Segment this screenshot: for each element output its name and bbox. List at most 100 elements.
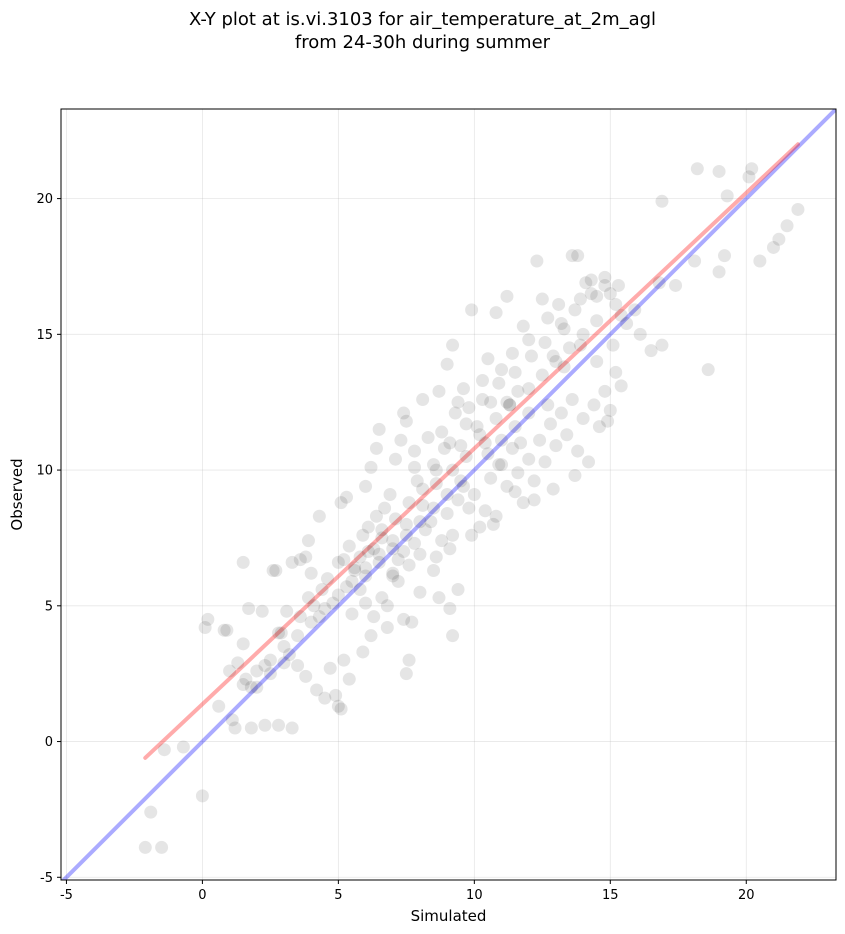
data-point [429, 477, 443, 491]
data-point [576, 327, 590, 341]
data-point [342, 539, 356, 553]
data-point [652, 276, 666, 290]
data-point [244, 680, 258, 694]
data-point [484, 471, 498, 485]
data-point [293, 610, 307, 624]
data-point [388, 452, 402, 466]
data-point [258, 659, 272, 673]
data-point [331, 555, 345, 569]
data-point [345, 574, 359, 588]
data-point [742, 170, 756, 184]
data-point [584, 273, 598, 287]
data-point [340, 490, 354, 504]
data-point [345, 607, 359, 621]
data-point [432, 591, 446, 605]
fit-line [143, 142, 800, 760]
data-point [489, 306, 503, 320]
data-point [427, 501, 441, 515]
data-point [443, 436, 457, 450]
data-point [573, 292, 587, 306]
data-point [753, 254, 767, 268]
data-point [399, 414, 413, 428]
data-point [720, 189, 734, 203]
data-point [416, 392, 430, 406]
data-point [402, 653, 416, 667]
data-point [380, 599, 394, 613]
data-point [598, 270, 612, 284]
data-point [655, 338, 669, 352]
data-point [329, 688, 343, 702]
data-point [318, 602, 332, 616]
data-point [481, 352, 495, 366]
data-point [277, 640, 291, 654]
data-point [620, 316, 634, 330]
data-point [361, 545, 375, 559]
data-point [372, 547, 386, 561]
data-point [231, 656, 245, 670]
data-point [435, 425, 449, 439]
data-point [429, 550, 443, 564]
data-point [475, 373, 489, 387]
data-point [239, 672, 253, 686]
data-point [443, 542, 457, 556]
data-point [690, 162, 704, 176]
data-point [454, 474, 468, 488]
scatter-points [138, 162, 805, 854]
data-point [459, 449, 473, 463]
data-point [508, 485, 522, 499]
data-point [470, 420, 484, 434]
chart-title-line1: X-Y plot at is.vi.3103 for air_temperatu… [188, 9, 657, 30]
data-point [495, 433, 509, 447]
data-point [582, 455, 596, 469]
data-point [503, 398, 517, 412]
data-point [484, 395, 498, 409]
data-point [402, 558, 416, 572]
data-point [397, 545, 411, 559]
data-point [250, 664, 264, 678]
data-point [304, 615, 318, 629]
data-point [571, 444, 585, 458]
y-tick-label: 0 [45, 735, 53, 750]
data-point [157, 743, 171, 757]
data-point [416, 482, 430, 496]
data-point [272, 718, 286, 732]
data-point [323, 661, 337, 675]
data-point [285, 555, 299, 569]
data-point [427, 458, 441, 472]
data-point [356, 645, 370, 659]
data-point [500, 395, 514, 409]
data-point [538, 335, 552, 349]
data-point [541, 398, 555, 412]
data-point [408, 536, 422, 550]
data-point [405, 615, 419, 629]
data-point [446, 629, 460, 643]
data-point [391, 574, 405, 588]
data-point [372, 422, 386, 436]
data-point [272, 626, 286, 640]
chart-title: X-Y plot at is.vi.3103 for air_temperatu… [0, 8, 845, 54]
data-point [353, 550, 367, 564]
data-point [269, 564, 283, 578]
data-point [274, 626, 288, 640]
data-point [282, 648, 296, 662]
data-point [579, 276, 593, 290]
data-point [456, 479, 470, 493]
data-point [614, 379, 628, 393]
data-point [372, 555, 386, 569]
data-point [380, 621, 394, 635]
data-point [669, 278, 683, 292]
x-axis-label: Simulated [411, 907, 487, 925]
data-point [244, 721, 258, 735]
data-point [397, 612, 411, 626]
data-point [388, 512, 402, 526]
data-point [590, 289, 604, 303]
data-point [527, 474, 541, 488]
data-point [228, 721, 242, 735]
data-point [557, 360, 571, 374]
data-point [549, 439, 563, 453]
data-point [462, 401, 476, 415]
data-point [399, 667, 413, 681]
data-point [478, 436, 492, 450]
data-point [571, 249, 585, 263]
data-point [511, 384, 525, 398]
